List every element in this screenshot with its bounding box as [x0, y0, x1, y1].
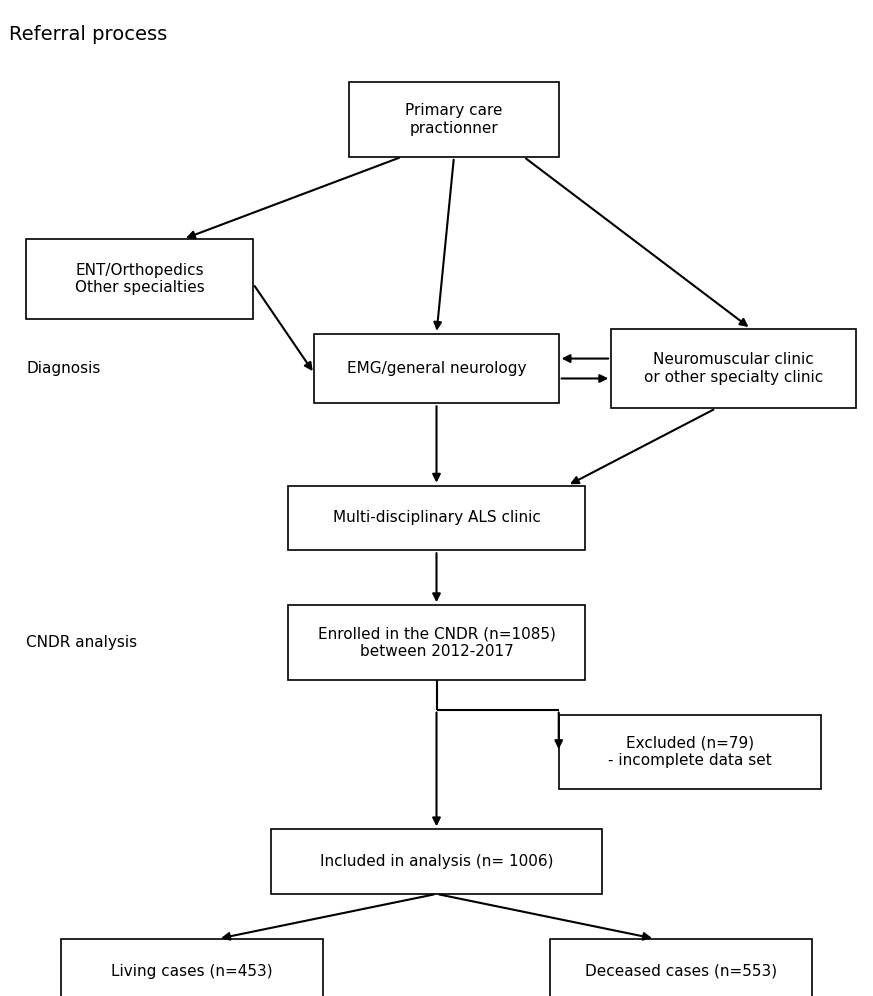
Text: Excluded (n=79)
- incomplete data set: Excluded (n=79) - incomplete data set — [608, 736, 772, 768]
Text: Included in analysis (n= 1006): Included in analysis (n= 1006) — [320, 854, 553, 870]
FancyBboxPatch shape — [288, 486, 585, 550]
Text: Enrolled in the CNDR (n=1085)
between 2012-2017: Enrolled in the CNDR (n=1085) between 20… — [318, 626, 555, 658]
FancyBboxPatch shape — [349, 83, 559, 156]
Text: Living cases (n=453): Living cases (n=453) — [111, 963, 273, 979]
FancyBboxPatch shape — [288, 605, 585, 679]
Text: CNDR analysis: CNDR analysis — [26, 634, 137, 650]
FancyBboxPatch shape — [611, 329, 856, 408]
FancyBboxPatch shape — [559, 715, 821, 789]
Text: EMG/general neurology: EMG/general neurology — [347, 361, 526, 376]
FancyBboxPatch shape — [314, 334, 559, 403]
Text: Deceased cases (n=553): Deceased cases (n=553) — [585, 963, 777, 979]
Text: Diagnosis: Diagnosis — [26, 361, 100, 376]
Text: ENT/Orthopedics
Other specialties: ENT/Orthopedics Other specialties — [75, 263, 204, 295]
Text: Referral process: Referral process — [9, 25, 167, 44]
FancyBboxPatch shape — [271, 829, 602, 894]
FancyBboxPatch shape — [61, 938, 323, 996]
FancyBboxPatch shape — [550, 938, 812, 996]
Text: Multi-disciplinary ALS clinic: Multi-disciplinary ALS clinic — [333, 510, 540, 526]
FancyBboxPatch shape — [26, 239, 253, 319]
Text: Primary care
practionner: Primary care practionner — [405, 104, 503, 135]
Text: Neuromuscular clinic
or other specialty clinic: Neuromuscular clinic or other specialty … — [643, 353, 823, 384]
